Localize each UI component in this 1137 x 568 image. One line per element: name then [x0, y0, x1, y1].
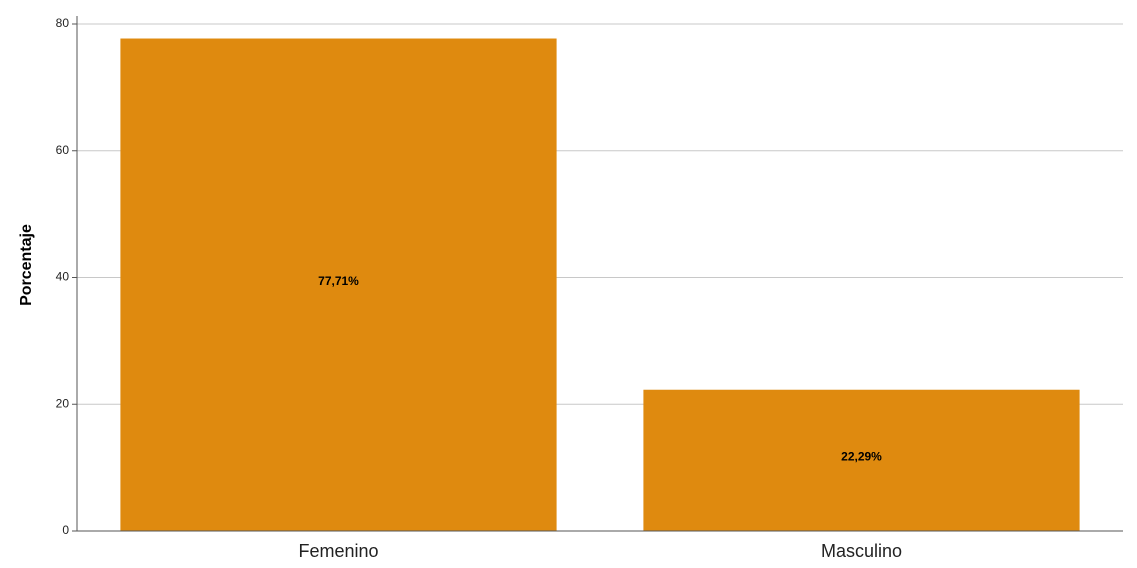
y-axis-title: Porcentaje	[18, 224, 35, 306]
data-labels: 77,71% 22,29%	[318, 274, 882, 464]
x-tick-label-masculino: Masculino	[821, 541, 902, 561]
x-tick-label-femenino: Femenino	[298, 541, 378, 561]
data-label-masculino: 22,29%	[841, 450, 882, 464]
y-tick-label: 20	[56, 396, 70, 410]
bar-femenino	[120, 38, 557, 531]
data-label-femenino: 77,71%	[318, 274, 359, 288]
bars	[120, 38, 1080, 531]
y-tick-label: 60	[56, 143, 70, 157]
axes	[76, 16, 1123, 532]
bar-masculino	[643, 389, 1080, 531]
y-tick-label: 40	[56, 270, 70, 284]
y-tick-label: 0	[62, 523, 69, 537]
x-tick-labels: Femenino Masculino	[298, 541, 902, 561]
y-tick-label: 80	[56, 16, 70, 30]
y-tick-labels: 0 20 40 60 80	[56, 16, 70, 537]
